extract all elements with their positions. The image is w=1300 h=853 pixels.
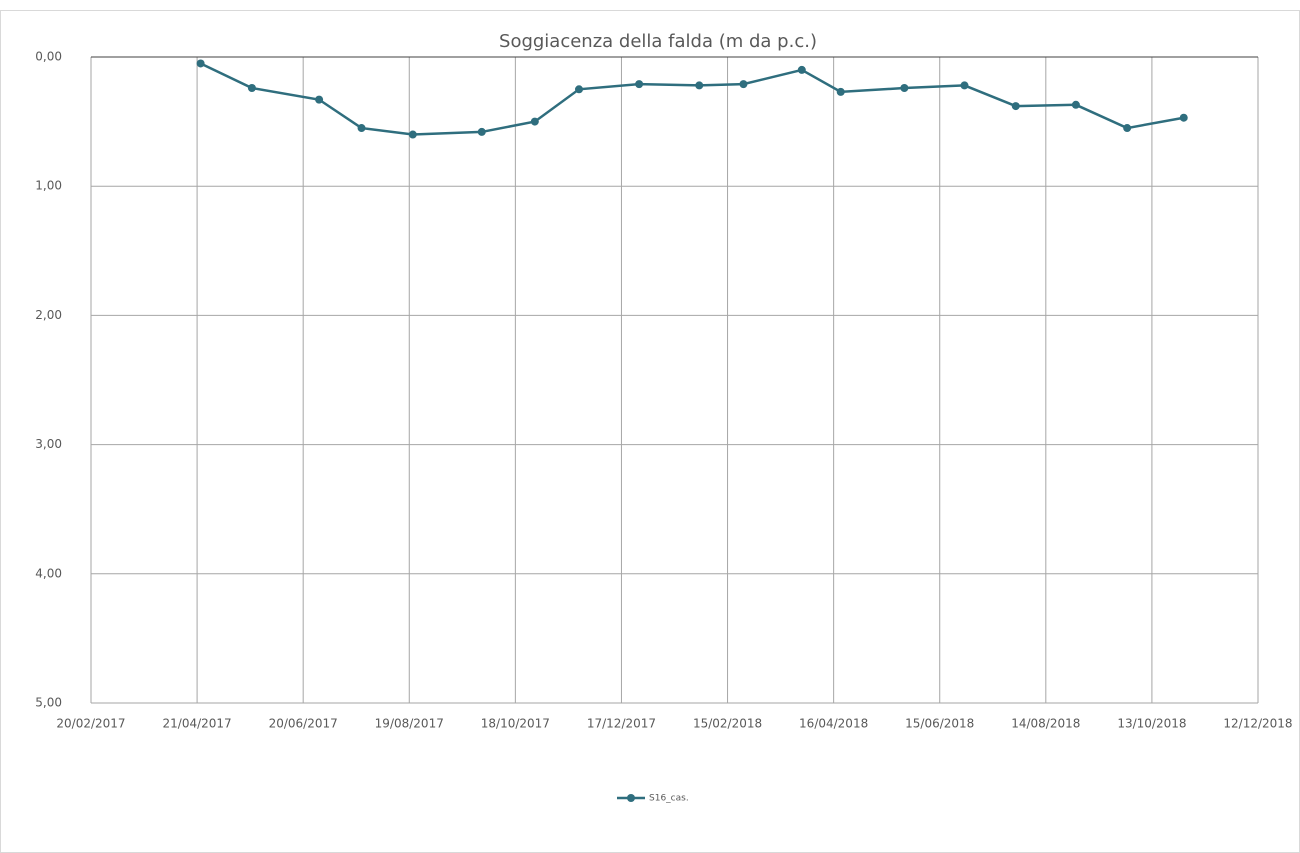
legend-label: S16_cas. (649, 794, 689, 804)
x-tick-label: 19/08/2017 (375, 717, 444, 731)
x-tick-label: 17/12/2017 (587, 717, 656, 731)
chart-border (0, 10, 1300, 853)
y-tick-label: 4,00 (35, 566, 62, 580)
x-tick-label: 12/12/2018 (1223, 717, 1292, 731)
x-tick-label: 18/10/2017 (481, 717, 550, 731)
data-point (408, 130, 417, 139)
chart-title: Soggiacenza della falda (m da p.c.) (499, 31, 817, 52)
data-point (357, 124, 366, 133)
legend-marker (627, 794, 635, 802)
data-point (247, 84, 256, 93)
data-point (960, 81, 969, 90)
data-point (900, 84, 909, 93)
x-tick-label: 20/06/2017 (269, 717, 338, 731)
x-tick-label: 16/04/2018 (799, 717, 868, 731)
data-point (635, 80, 644, 89)
data-point (196, 59, 205, 68)
data-point (530, 117, 539, 126)
x-tick-label: 13/10/2018 (1117, 717, 1186, 731)
y-tick-label: 0,00 (35, 50, 62, 64)
y-tick-label: 2,00 (35, 308, 62, 322)
data-point (477, 127, 486, 136)
data-point (797, 65, 806, 74)
data-point (575, 85, 584, 94)
data-point (1179, 113, 1188, 122)
y-tick-label: 1,00 (35, 179, 62, 193)
data-point (1071, 100, 1080, 109)
x-tick-label: 21/04/2017 (163, 717, 232, 731)
x-tick-label: 20/02/2017 (56, 717, 125, 731)
x-tick-label: 15/06/2018 (905, 717, 974, 731)
data-point (315, 95, 324, 104)
data-point (836, 87, 845, 96)
y-tick-label: 3,00 (35, 437, 62, 451)
data-point (1011, 102, 1020, 111)
data-point (739, 80, 748, 89)
x-tick-label: 14/08/2018 (1011, 717, 1080, 731)
x-tick-label: 15/02/2018 (693, 717, 762, 731)
data-point (1123, 124, 1132, 133)
y-tick-label: 5,00 (35, 696, 62, 710)
data-point (695, 81, 704, 90)
